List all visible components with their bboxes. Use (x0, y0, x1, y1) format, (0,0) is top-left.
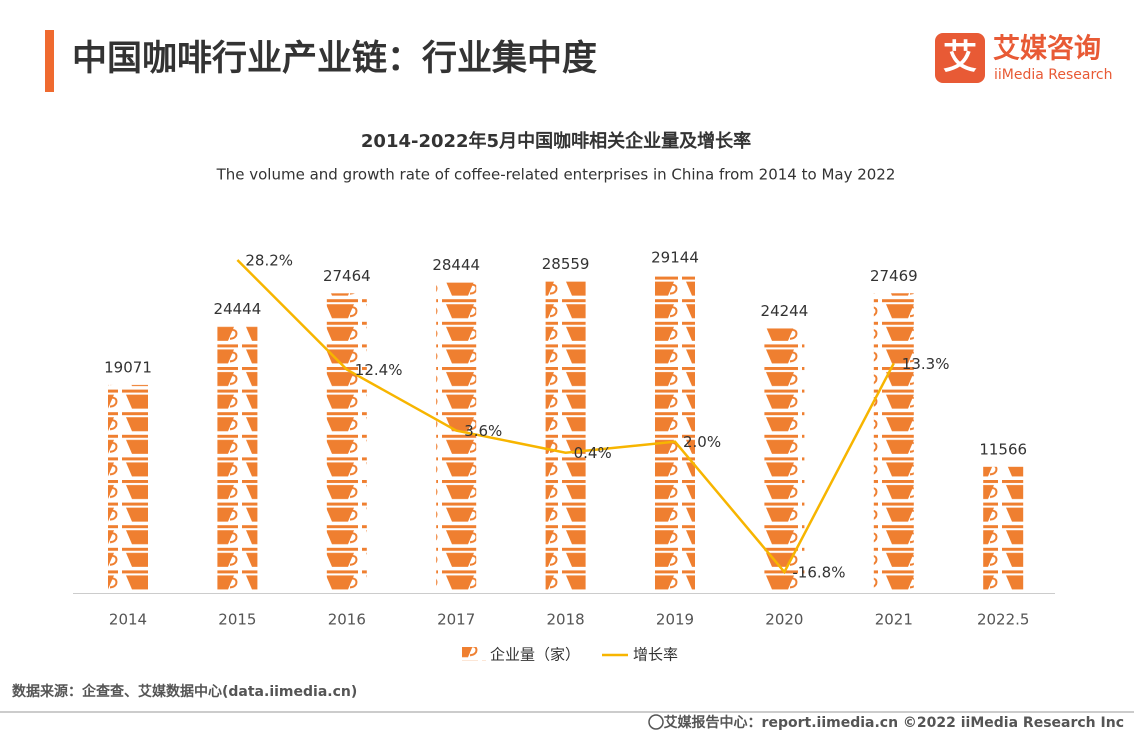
bar-value-label: 11566 (979, 440, 1027, 458)
bar-value-label: 24444 (214, 300, 262, 318)
growth-label: 12.4% (355, 361, 403, 379)
bar (108, 384, 148, 593)
bar (217, 326, 258, 593)
x-tick-label: 2016 (328, 611, 366, 629)
bar-value-label: 29144 (651, 249, 699, 267)
chart-title: 2014-2022年5月中国咖啡相关企业量及增长率 (361, 130, 751, 152)
logo-name: 艾媒咨询 (993, 33, 1101, 65)
bar-value-label: 24244 (761, 302, 809, 320)
x-tick-label: 2021 (875, 611, 913, 629)
footer-globe (648, 714, 664, 730)
bar (545, 281, 586, 593)
bar (326, 293, 367, 593)
growth-label: 13.3% (902, 355, 950, 373)
footer: 艾媒报告中心：report.iimedia.cn ©2022 iiMedia R… (664, 714, 1124, 731)
x-tick-label: 2015 (218, 611, 256, 629)
growth-label: 2.0% (683, 433, 721, 451)
x-tick-label: 2018 (547, 611, 585, 629)
bar (873, 293, 914, 593)
legend-swatch (462, 647, 486, 661)
growth-label: 3.6% (464, 422, 502, 440)
bar-value-label: 28444 (432, 256, 480, 274)
bar (655, 275, 695, 593)
legend-label: 企业量（家） (490, 646, 580, 664)
bar (983, 466, 1024, 593)
legend-label: 增长率 (633, 646, 678, 664)
growth-label: -16.8% (792, 564, 845, 582)
logo-icon-text: 艾 (943, 38, 977, 78)
x-tick-label: 2014 (109, 611, 147, 629)
logo-icon (935, 33, 985, 83)
logo-en: iiMedia Research (994, 67, 1113, 83)
bar-value-label: 28559 (542, 255, 590, 273)
source: 数据来源：企查查、艾媒数据中心(data.iimedia.cn) (12, 683, 357, 700)
x-tick-label: 2020 (765, 611, 803, 629)
x-tick-label: 2022.5 (977, 611, 1030, 629)
bar (436, 282, 477, 593)
bar (764, 328, 805, 593)
growth-line (236, 259, 895, 575)
growth-label: 28.2% (245, 252, 293, 270)
title-accent (45, 30, 54, 92)
bar-value-label: 27469 (870, 267, 918, 285)
growth-label: 0.4% (574, 444, 612, 462)
bar-value-label: 19071 (104, 358, 152, 376)
chart-subtitle: The volume and growth rate of coffee-rel… (216, 166, 896, 184)
x-tick-label: 2019 (656, 611, 694, 629)
page-title: 中国咖啡行业产业链：行业集中度 (72, 39, 597, 79)
bar-value-label: 27464 (323, 267, 371, 285)
x-tick-label: 2017 (437, 611, 475, 629)
